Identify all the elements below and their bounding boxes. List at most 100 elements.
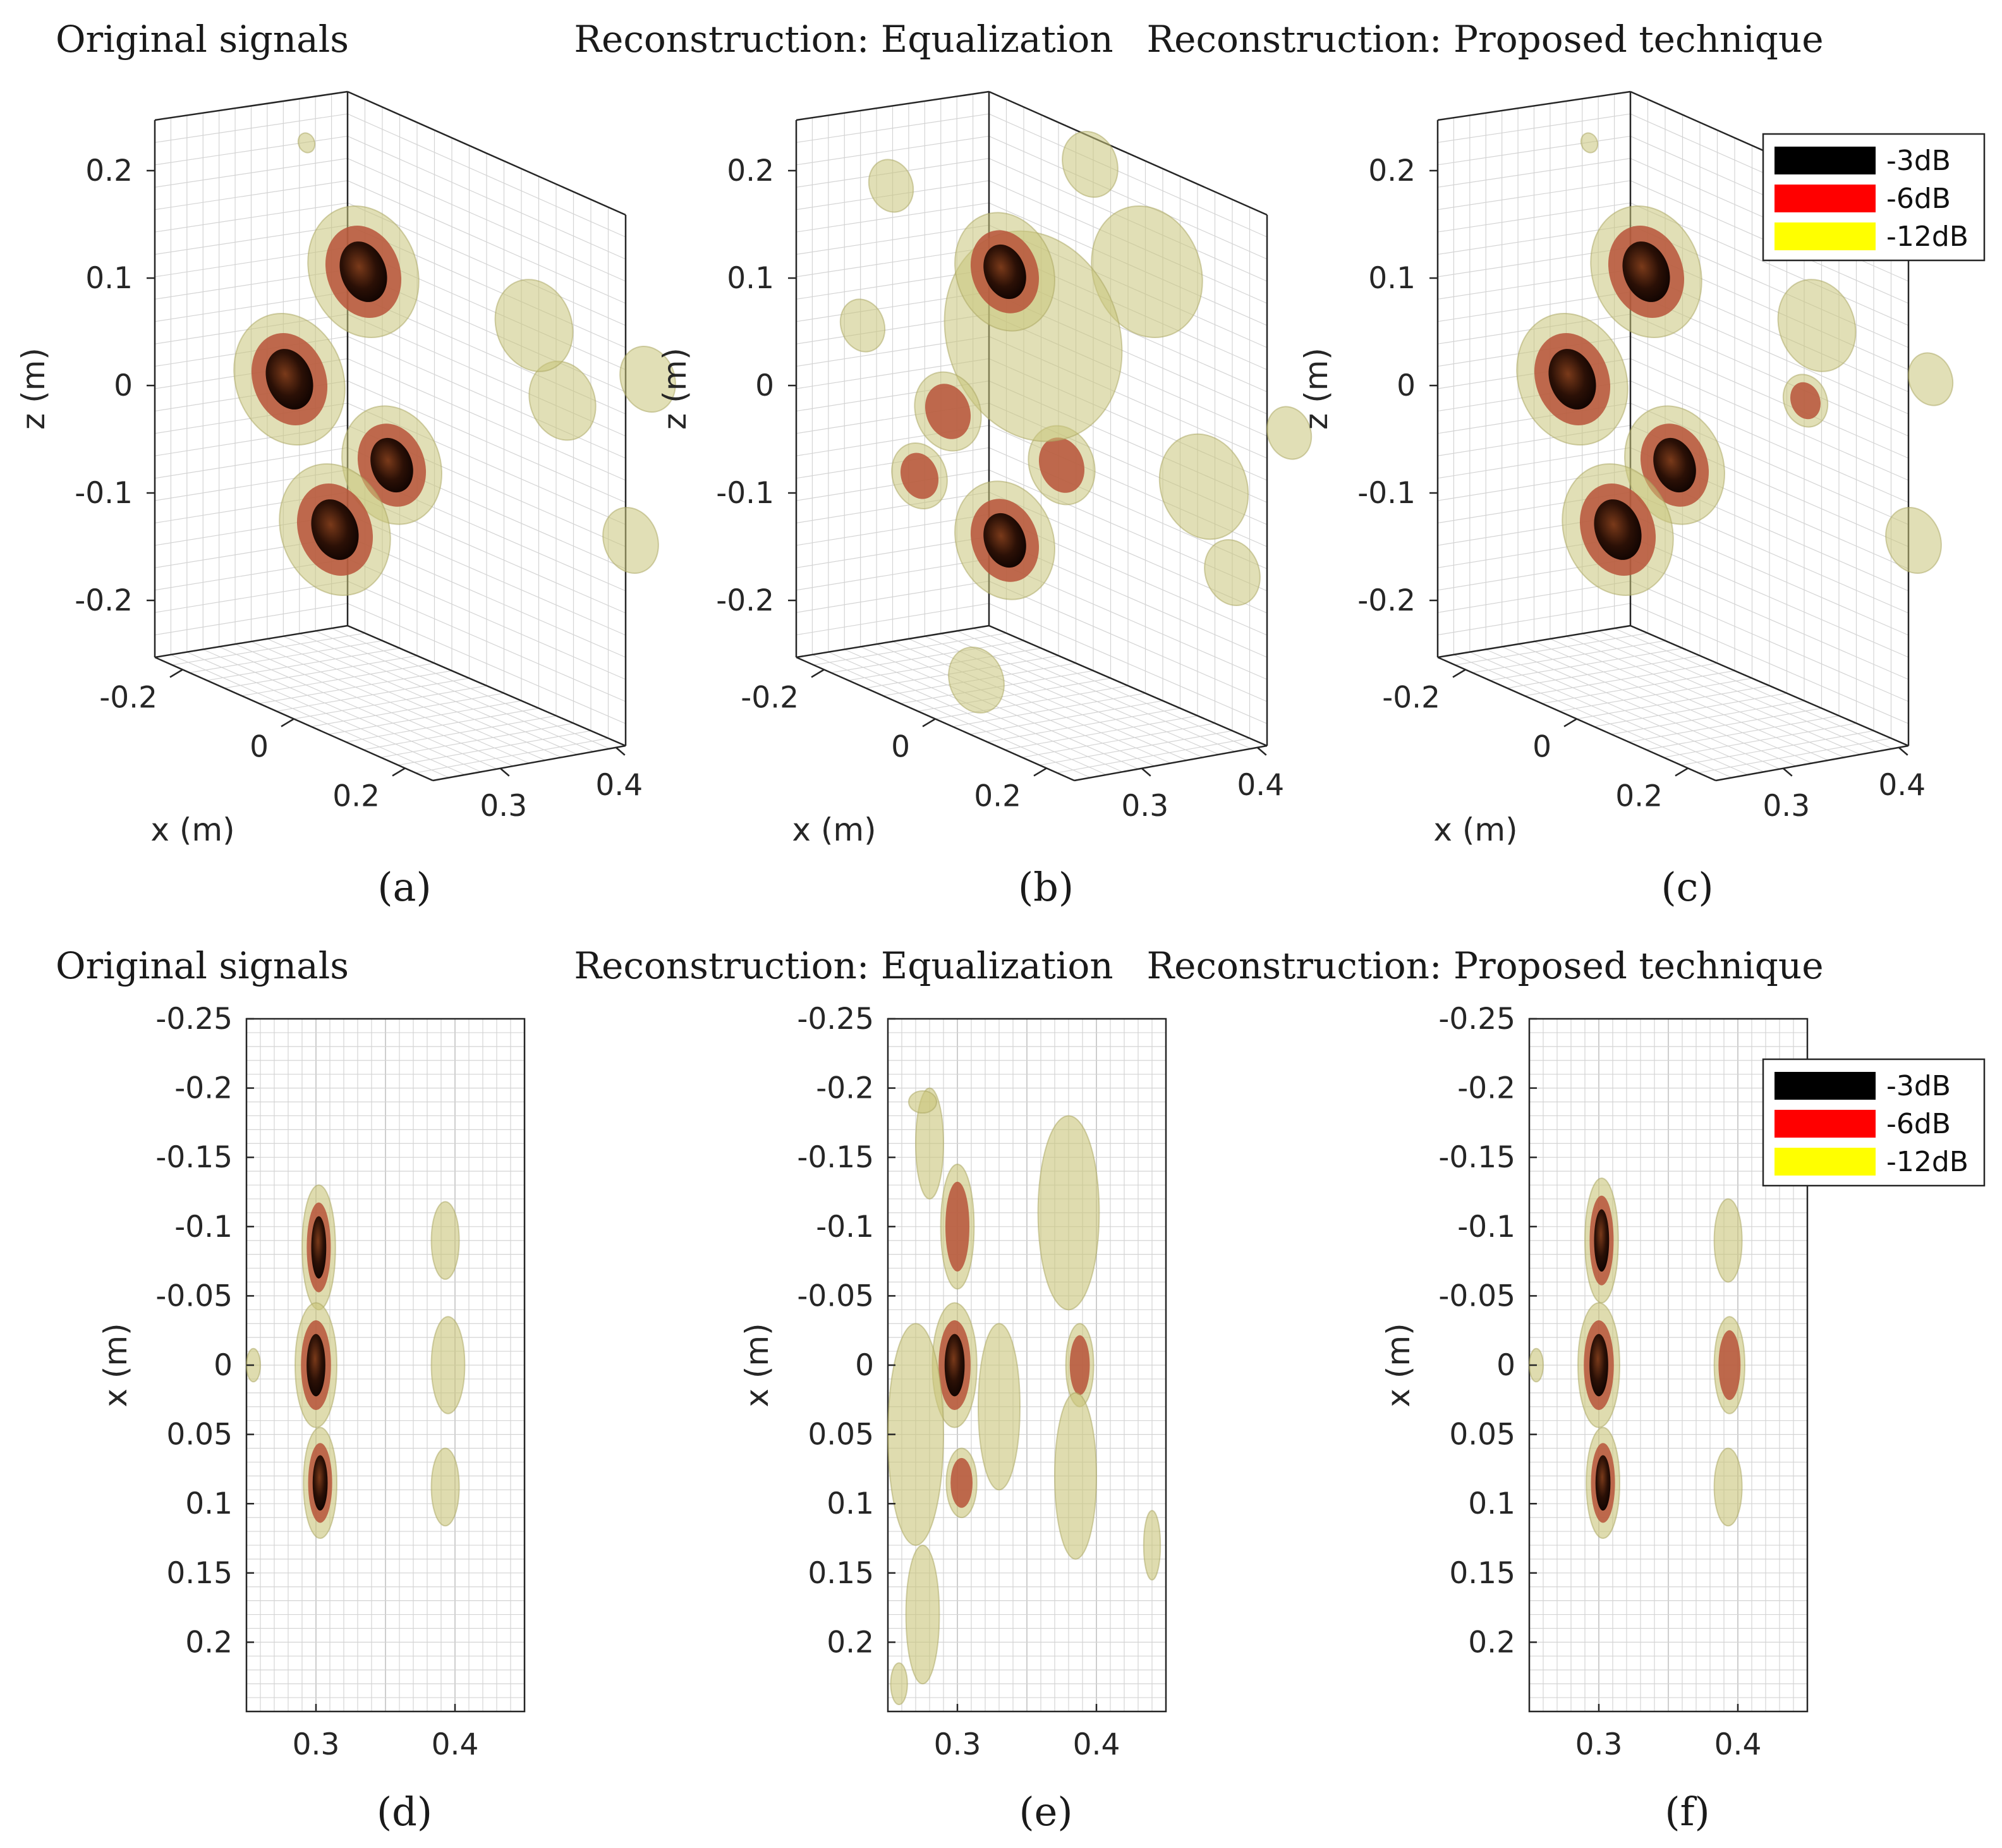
blob-13: [839, 298, 886, 353]
legend-label: -6dB: [1886, 1108, 1951, 1140]
x-tick-label: 0: [891, 730, 910, 765]
blob-2: [945, 1447, 978, 1519]
blob-12db: [908, 1090, 937, 1114]
blob-0: [1584, 1177, 1619, 1304]
grid-line: [1502, 646, 1780, 770]
z-axis-label: z (m): [15, 348, 52, 430]
blob-12db: [1266, 406, 1313, 460]
axis-edge: [988, 90, 1268, 216]
y-tick-label: 0.2: [185, 1625, 233, 1660]
isosurface-blobs: [887, 1087, 1162, 1706]
grid-line: [315, 630, 594, 752]
legend: -3dB -6dB -12dB: [1762, 133, 1986, 262]
blob-8: [233, 313, 346, 446]
isosurface-blobs: [1516, 132, 1954, 596]
panel-b: Reconstruction: Equalization 0.2 0.1 0 -0.1 -…: [574, 18, 1313, 910]
blob-12db: [494, 279, 574, 372]
x-tick-label: 0.2: [332, 779, 380, 814]
blob-12db: [1054, 1392, 1097, 1560]
blob-1: [1577, 1302, 1620, 1428]
y-tick-label: -0.2: [1457, 1071, 1515, 1106]
blob-6db: [1718, 1330, 1741, 1401]
blob-6: [279, 463, 391, 596]
blob-12db: [1580, 132, 1599, 154]
y-tick-label: 0.3: [1762, 789, 1810, 824]
blob-12db: [602, 507, 659, 574]
x-axis-label: x (m): [1433, 812, 1517, 848]
blob-5: [430, 1447, 460, 1527]
blob-9: [948, 647, 1005, 714]
grid-line: [1550, 638, 1829, 761]
blob-12db: [890, 1662, 908, 1706]
grid-line: [828, 652, 1107, 775]
legend-swatch: [1774, 1072, 1876, 1100]
blob-6db: [1790, 382, 1821, 420]
legend-swatch: [1774, 147, 1876, 174]
blob-12db: [1204, 539, 1261, 606]
blob-3db: [306, 1334, 325, 1397]
panel-e: Reconstruction: Equalization-0.25-0.2-0.…: [574, 944, 1167, 1835]
y-axis-label: x (m): [1380, 1323, 1417, 1407]
blob-6: [887, 1323, 944, 1546]
isosurface-blobs: [246, 1184, 466, 1540]
blob-6db: [950, 1457, 973, 1508]
axis-edge: [1074, 745, 1268, 782]
panel-caption: (d): [377, 1789, 432, 1835]
isosurface-blobs: [839, 131, 1313, 714]
panel-title: Reconstruction: Proposed technique: [1146, 18, 1823, 61]
blob-12: [868, 159, 914, 213]
grid-line: [812, 654, 1091, 778]
blob-12db: [1907, 352, 1954, 406]
axis-edge: [988, 624, 1268, 747]
z-tick-label: 0.2: [1368, 154, 1416, 188]
x-tick-label: 0.3: [1575, 1727, 1623, 1762]
axis-edge: [1437, 624, 1631, 659]
axes-box: [1436, 90, 1910, 782]
y-tick-label: 0.15: [808, 1556, 874, 1591]
x-ticks: 0.3 0.4: [934, 1704, 1120, 1762]
y-tick-label: 0.05: [166, 1418, 233, 1452]
x-tick-label: 0: [1532, 730, 1551, 765]
x-tick-label: 0.4: [1073, 1727, 1120, 1762]
blob-5: [1028, 425, 1096, 506]
isosurface-blobs: [1529, 1177, 1745, 1540]
panel-caption: (b): [1018, 864, 1074, 910]
blob-3db: [1594, 1209, 1610, 1272]
blob-6db: [1038, 437, 1085, 493]
blob-9: [905, 1544, 940, 1685]
blob-3db: [983, 513, 1026, 568]
z-tick-label: -0.2: [1357, 583, 1416, 618]
z-tick-label: 0.2: [85, 154, 133, 188]
blob-12db: [1713, 1198, 1743, 1283]
blob-12db: [1037, 1115, 1100, 1311]
grid-line: [1566, 636, 1845, 758]
z-tick-label: 0.1: [1368, 261, 1416, 296]
y-tick-label: -0.25: [155, 1002, 233, 1036]
blob-5: [307, 205, 420, 338]
legend-swatch: [1774, 1110, 1876, 1138]
axis-edge: [1630, 624, 1909, 747]
grid-line: [1534, 641, 1812, 764]
y-ticks: -0.25 -0.2 -0.15 -0.1 -0.05 0 0.05 0.1 0.15 0.2: [1438, 1002, 1537, 1660]
y-tick-label: -0.05: [155, 1279, 233, 1313]
legend-label: -3dB: [1886, 1070, 1951, 1102]
grid-line: [267, 638, 546, 761]
y-tick-label: -0.2: [816, 1071, 874, 1106]
grid-line: [973, 628, 1251, 750]
blob-12db: [1143, 1510, 1162, 1581]
x-ticks: 0.3 0.4: [1575, 1704, 1761, 1762]
blob-11: [890, 1662, 908, 1706]
axis-edge: [796, 90, 990, 121]
axis-edge: [432, 745, 626, 782]
y-tick-mark: [1141, 767, 1151, 777]
grid-line: [956, 630, 1235, 752]
blob-7: [978, 1323, 1021, 1491]
blob-12db: [978, 1323, 1021, 1491]
blob-7: [297, 132, 316, 154]
x-tick-label: -0.2: [99, 681, 157, 715]
blob-8: [1516, 313, 1629, 446]
x-ticks: 0.3 0.4: [293, 1704, 478, 1762]
grid-line: [1453, 654, 1732, 778]
y-tick-mark: [1782, 767, 1793, 777]
legend-swatch: [1774, 185, 1876, 212]
